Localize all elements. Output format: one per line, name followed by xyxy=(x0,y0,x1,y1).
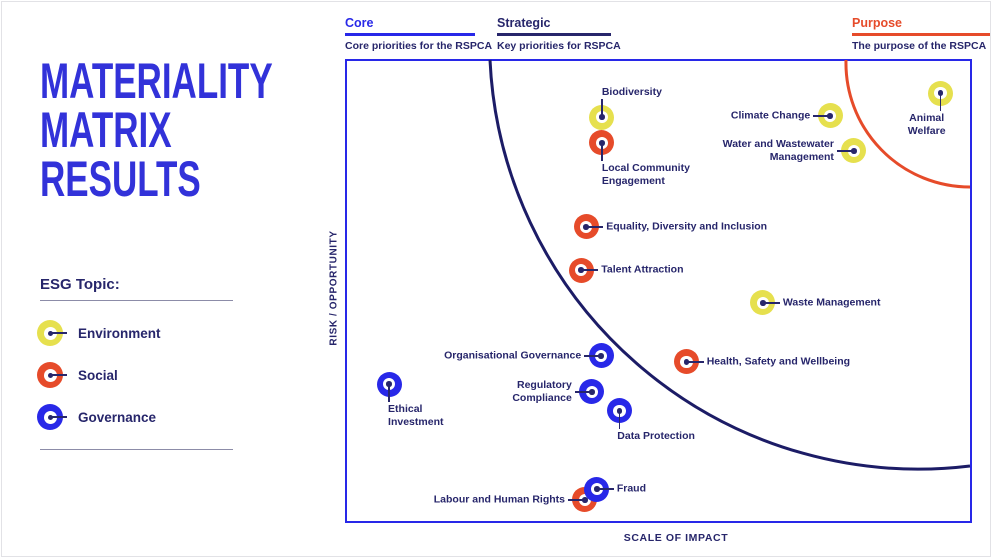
point-label-water-and-wastewater-management: Water and Wastewater Management xyxy=(722,137,834,163)
point-label-health-safety-and-wellbeing: Health, Safety and Wellbeing xyxy=(706,355,851,368)
legend-item-label: Environment xyxy=(78,325,161,341)
point-connector-labour-and-human-rights xyxy=(567,498,585,501)
quadrant-header-core: Core Core priorities for the RSPCA xyxy=(345,16,493,52)
point-connector-ethical-investment xyxy=(388,384,390,403)
legend-tick xyxy=(50,374,67,376)
page-title-line-1: MATERIALITY xyxy=(40,53,273,109)
social-dot-icon xyxy=(37,362,67,388)
point-core-dot xyxy=(616,408,623,414)
page-title-line-3: RESULTS xyxy=(40,151,201,207)
point-core-dot xyxy=(599,114,605,120)
point-core-dot xyxy=(386,381,392,387)
quadrant-header-purpose: Purpose The purpose of the RSPCA xyxy=(852,16,990,52)
point-connector-health-safety-and-wellbeing xyxy=(686,361,704,363)
legend-tick xyxy=(50,332,67,334)
strategic-underline xyxy=(497,33,611,36)
point-core-dot xyxy=(589,389,595,395)
page-title: MATERIALITY MATRIX RESULTS xyxy=(40,53,273,207)
core-underline xyxy=(345,33,475,36)
core-subtitle: Core priorities for the RSPCA xyxy=(345,39,493,52)
legend-item-label: Governance xyxy=(78,409,157,425)
point-label-talent-attraction: Talent Attraction xyxy=(601,263,684,276)
legend-item-environment: Environment xyxy=(37,320,161,346)
point-core-dot xyxy=(599,140,605,146)
point-core-dot xyxy=(582,497,588,503)
x-axis-label: SCALE OF IMPACT xyxy=(623,532,729,544)
point-label-regulatory-compliance: Regulatory Compliance xyxy=(512,378,572,404)
purpose-subtitle: The purpose of the RSPCA xyxy=(852,39,987,52)
legend-divider-bottom xyxy=(40,449,233,450)
point-label-equality-diversity-and-inclusion: Equality, Diversity and Inclusion xyxy=(606,220,768,233)
purpose-title: Purpose xyxy=(852,16,903,30)
point-core-dot xyxy=(827,113,833,119)
legend-divider-top xyxy=(40,300,233,301)
point-core-dot xyxy=(851,148,857,154)
point-core-dot xyxy=(594,486,600,492)
point-core-dot xyxy=(578,267,584,273)
environment-dot-icon xyxy=(37,320,67,346)
point-label-animal-welfare: Animal Welfare xyxy=(907,112,946,138)
strategic-title: Strategic xyxy=(497,16,551,30)
strategic-subtitle: Key priorities for RSPCA xyxy=(497,39,621,52)
point-core-dot xyxy=(760,300,766,306)
governance-dot-icon xyxy=(37,404,67,430)
point-label-climate-change: Climate Change xyxy=(730,109,811,122)
point-label-organisational-governance: Organisational Governance xyxy=(444,349,582,362)
legend-tick xyxy=(50,416,67,418)
legend-item-governance: Governance xyxy=(37,404,156,430)
point-core-dot xyxy=(583,224,589,230)
point-core-dot xyxy=(598,353,604,359)
legend-item-social: Social xyxy=(37,362,118,388)
core-title: Core xyxy=(345,16,374,30)
esg-legend: ESG Topic: Environment Social Governance xyxy=(37,276,233,450)
point-label-waste-management: Waste Management xyxy=(782,296,881,309)
point-connector-fraud xyxy=(596,488,614,490)
point-label-labour-and-human-rights: Labour and Human Rights xyxy=(433,493,565,506)
purpose-underline xyxy=(852,33,990,36)
point-label-data-protection: Data Protection xyxy=(617,429,695,442)
quadrant-header-strategic: Strategic Key priorities for RSPCA xyxy=(497,16,621,52)
point-label-ethical-investment: Ethical Investment xyxy=(388,403,444,429)
point-label-biodiversity: Biodiversity xyxy=(601,86,662,99)
point-label-fraud: Fraud xyxy=(616,482,647,495)
point-label-local-community-engagement: Local Community Engagement xyxy=(601,161,690,187)
legend-heading: ESG Topic: xyxy=(40,276,120,293)
legend-item-label: Social xyxy=(78,367,118,383)
page-title-line-2: MATRIX xyxy=(40,102,172,158)
